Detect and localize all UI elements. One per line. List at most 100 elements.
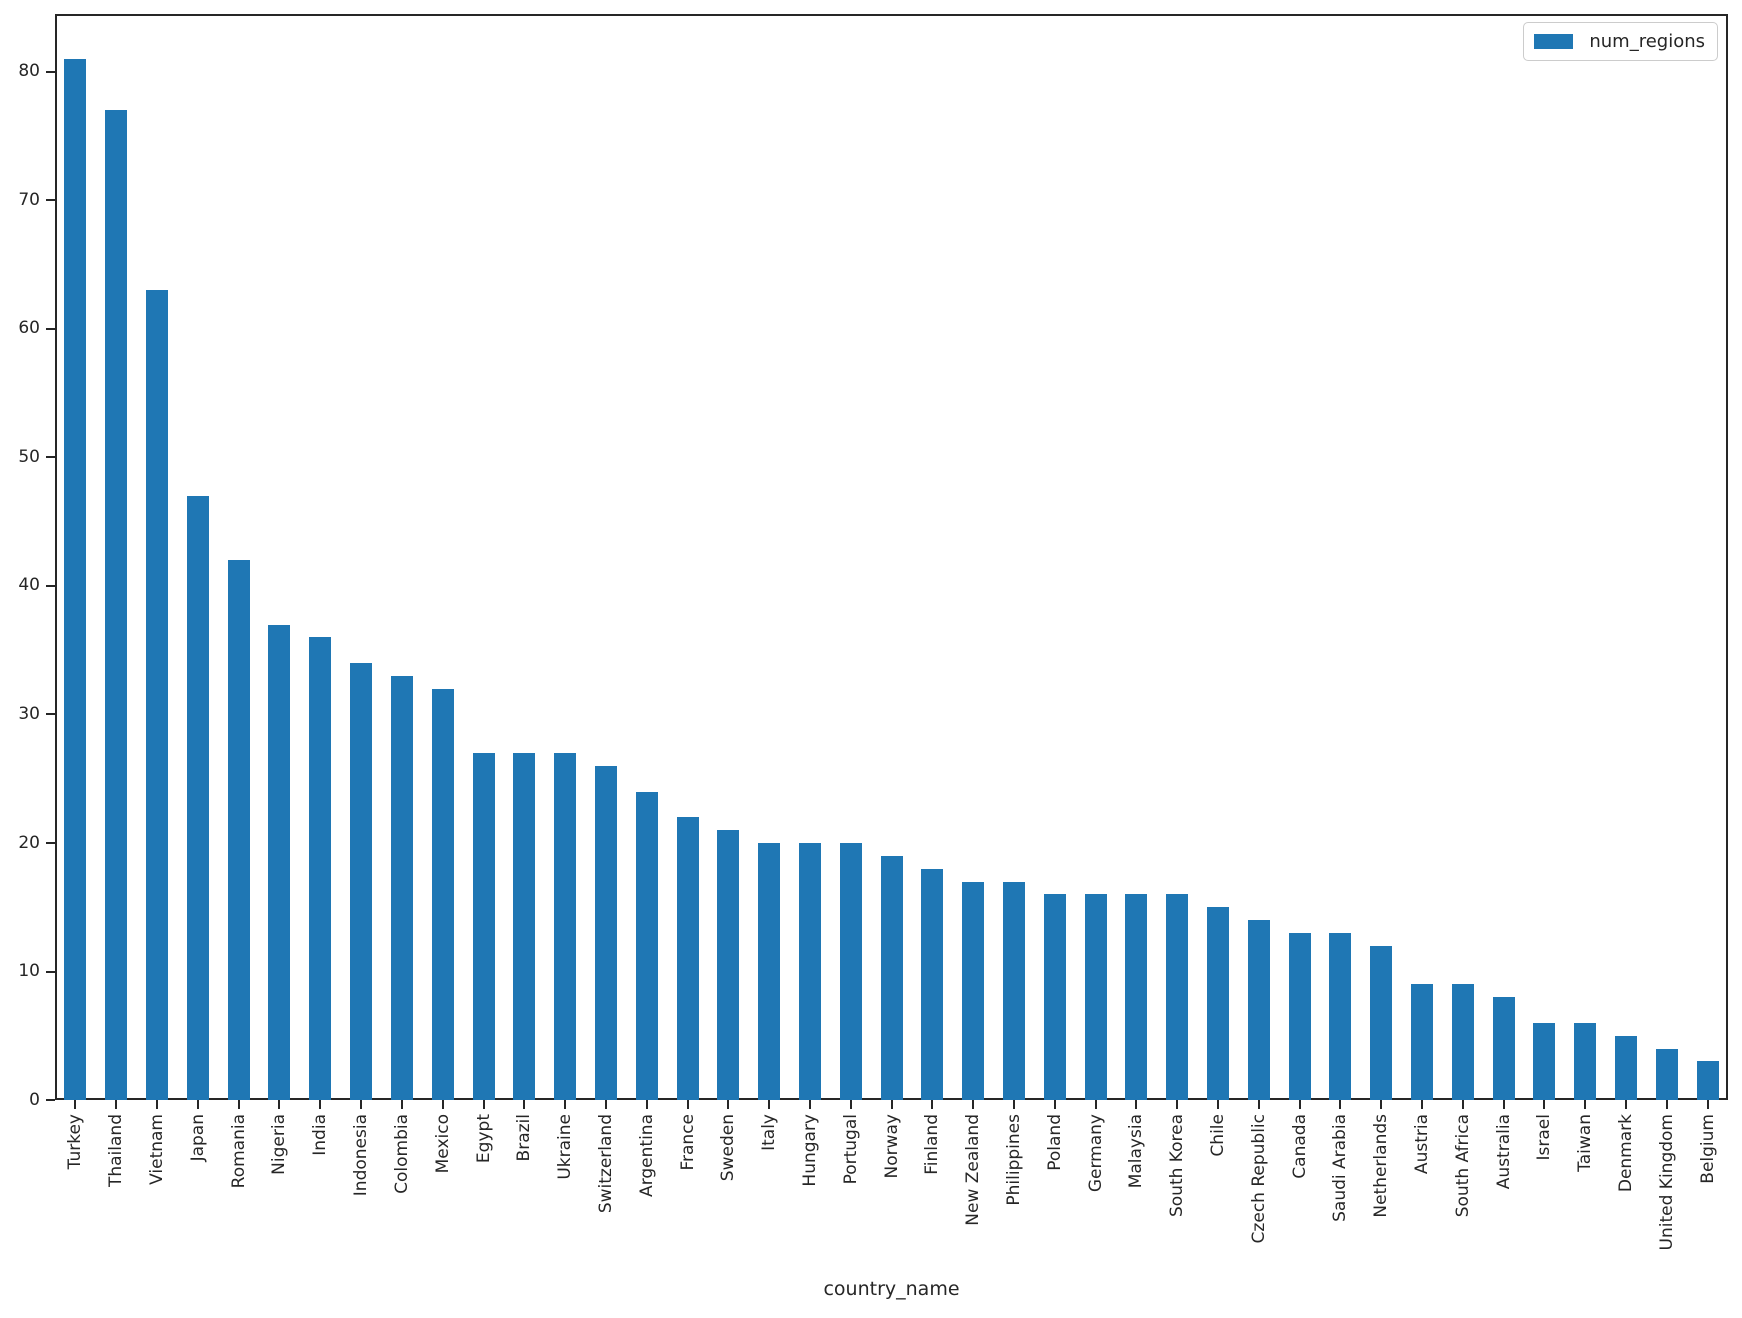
x-tick bbox=[890, 1100, 893, 1109]
bar-mexico bbox=[431, 688, 454, 1100]
x-tick-label-denmark: Denmark bbox=[1616, 1114, 1636, 1193]
x-tick bbox=[972, 1100, 975, 1109]
x-tick bbox=[1543, 1100, 1546, 1109]
x-tick-label-netherlands: Netherlands bbox=[1371, 1114, 1392, 1218]
y-tick bbox=[46, 1099, 55, 1101]
x-tick-label-canada: Canada bbox=[1289, 1114, 1310, 1179]
x-tick bbox=[156, 1100, 158, 1109]
x-tick-label-poland: Poland bbox=[1044, 1114, 1065, 1171]
legend-swatch bbox=[1534, 34, 1574, 49]
x-tick bbox=[1584, 1100, 1587, 1109]
x-tick bbox=[115, 1100, 118, 1109]
x-tick bbox=[1135, 1100, 1138, 1109]
x-tick-label-thailand: Thailand bbox=[106, 1114, 127, 1188]
x-tick-label-portugal: Portugal bbox=[840, 1114, 861, 1185]
bar-south-korea bbox=[1166, 894, 1189, 1100]
bar-finland bbox=[921, 868, 944, 1100]
bar-india bbox=[309, 637, 332, 1100]
x-tick bbox=[196, 1100, 199, 1109]
x-tick bbox=[931, 1100, 934, 1109]
bar-norway bbox=[880, 855, 903, 1100]
x-tick-label-romania: Romania bbox=[228, 1114, 249, 1189]
x-tick-label-czech-republic: Czech Republic bbox=[1248, 1114, 1269, 1244]
legend-label: num_regions bbox=[1589, 31, 1705, 52]
bar-colombia bbox=[390, 675, 413, 1100]
bar-ukraine bbox=[554, 753, 577, 1100]
y-tick bbox=[46, 70, 55, 73]
x-tick bbox=[686, 1100, 689, 1109]
bar-sweden bbox=[717, 830, 740, 1100]
x-tick-label-hungary: Hungary bbox=[799, 1114, 820, 1187]
x-tick bbox=[1012, 1100, 1015, 1109]
y-tick-label: 50 bbox=[18, 446, 40, 467]
bar-south-africa bbox=[1451, 984, 1474, 1100]
x-tick-label-colombia: Colombia bbox=[391, 1114, 412, 1194]
x-tick bbox=[237, 1100, 240, 1109]
x-tick-label-turkey: Turkey bbox=[65, 1114, 86, 1170]
x-tick-label-united-kingdom: United Kingdom bbox=[1656, 1114, 1677, 1251]
bar-czech-republic bbox=[1247, 920, 1270, 1100]
bar-italy bbox=[758, 843, 781, 1100]
x-tick-label-chile: Chile bbox=[1207, 1114, 1228, 1157]
x-tick-label-australia: Australia bbox=[1493, 1114, 1514, 1190]
x-tick-label-saudi-arabia: Saudi Arabia bbox=[1330, 1114, 1351, 1222]
x-tick bbox=[1706, 1100, 1709, 1109]
bar-netherlands bbox=[1370, 945, 1393, 1100]
x-tick-label-nigeria: Nigeria bbox=[269, 1114, 290, 1175]
x-tick bbox=[482, 1100, 485, 1109]
x-tick bbox=[1216, 1100, 1219, 1109]
bar-taiwan bbox=[1574, 1022, 1597, 1100]
x-tick bbox=[1176, 1100, 1179, 1109]
bar-nigeria bbox=[268, 624, 291, 1100]
x-tick bbox=[1257, 1100, 1260, 1109]
x-tick-label-taiwan: Taiwan bbox=[1575, 1114, 1596, 1172]
bar-hungary bbox=[798, 843, 821, 1100]
x-tick-label-malaysia: Malaysia bbox=[1126, 1114, 1147, 1189]
y-tick-label: 80 bbox=[18, 61, 40, 82]
x-tick bbox=[645, 1100, 648, 1109]
bar-thailand bbox=[105, 110, 128, 1100]
x-tick-label-philippines: Philippines bbox=[1003, 1114, 1024, 1206]
x-tick-label-norway: Norway bbox=[881, 1114, 902, 1179]
x-tick bbox=[1665, 1100, 1668, 1109]
y-tick-label: 10 bbox=[18, 961, 40, 981]
bar-belgium bbox=[1696, 1061, 1719, 1100]
x-tick-label-south-korea: South Korea bbox=[1167, 1114, 1188, 1218]
x-tick-label-japan: Japan bbox=[187, 1114, 208, 1162]
bar-denmark bbox=[1615, 1035, 1637, 1100]
y-tick-label: 60 bbox=[18, 318, 40, 339]
bar-turkey bbox=[64, 59, 87, 1100]
x-tick bbox=[1053, 1100, 1056, 1109]
bar-switzerland bbox=[594, 765, 617, 1100]
x-tick-label-south-africa: South Africa bbox=[1452, 1114, 1473, 1218]
bar-germany bbox=[1084, 894, 1107, 1100]
x-tick bbox=[768, 1100, 771, 1109]
bar-saudi-arabia bbox=[1329, 932, 1352, 1100]
x-tick-label-egypt: Egypt bbox=[473, 1114, 494, 1164]
x-tick bbox=[441, 1100, 444, 1109]
x-tick bbox=[1502, 1100, 1505, 1109]
bar-france bbox=[676, 817, 699, 1100]
x-tick-label-new-zealand: New Zealand bbox=[963, 1114, 984, 1226]
bar-united-kingdom bbox=[1655, 1048, 1678, 1100]
x-tick bbox=[808, 1100, 811, 1109]
x-tick bbox=[319, 1100, 322, 1109]
x-tick bbox=[1094, 1100, 1097, 1109]
y-tick bbox=[46, 456, 55, 459]
x-tick bbox=[74, 1100, 77, 1109]
y-tick-label: 20 bbox=[18, 832, 40, 853]
x-tick bbox=[400, 1100, 403, 1109]
x-tick-label-mexico: Mexico bbox=[432, 1114, 453, 1174]
bar-portugal bbox=[839, 843, 862, 1100]
y-tick bbox=[46, 584, 55, 587]
x-tick-label-france: France bbox=[677, 1114, 698, 1171]
bar-argentina bbox=[635, 791, 658, 1100]
x-tick-label-italy: Italy bbox=[759, 1114, 780, 1151]
x-tick bbox=[564, 1100, 567, 1109]
y-tick bbox=[46, 199, 55, 202]
bar-egypt bbox=[472, 753, 495, 1100]
y-tick bbox=[46, 970, 55, 973]
x-tick-label-ukraine: Ukraine bbox=[555, 1114, 576, 1180]
x-tick-label-germany: Germany bbox=[1085, 1114, 1106, 1193]
